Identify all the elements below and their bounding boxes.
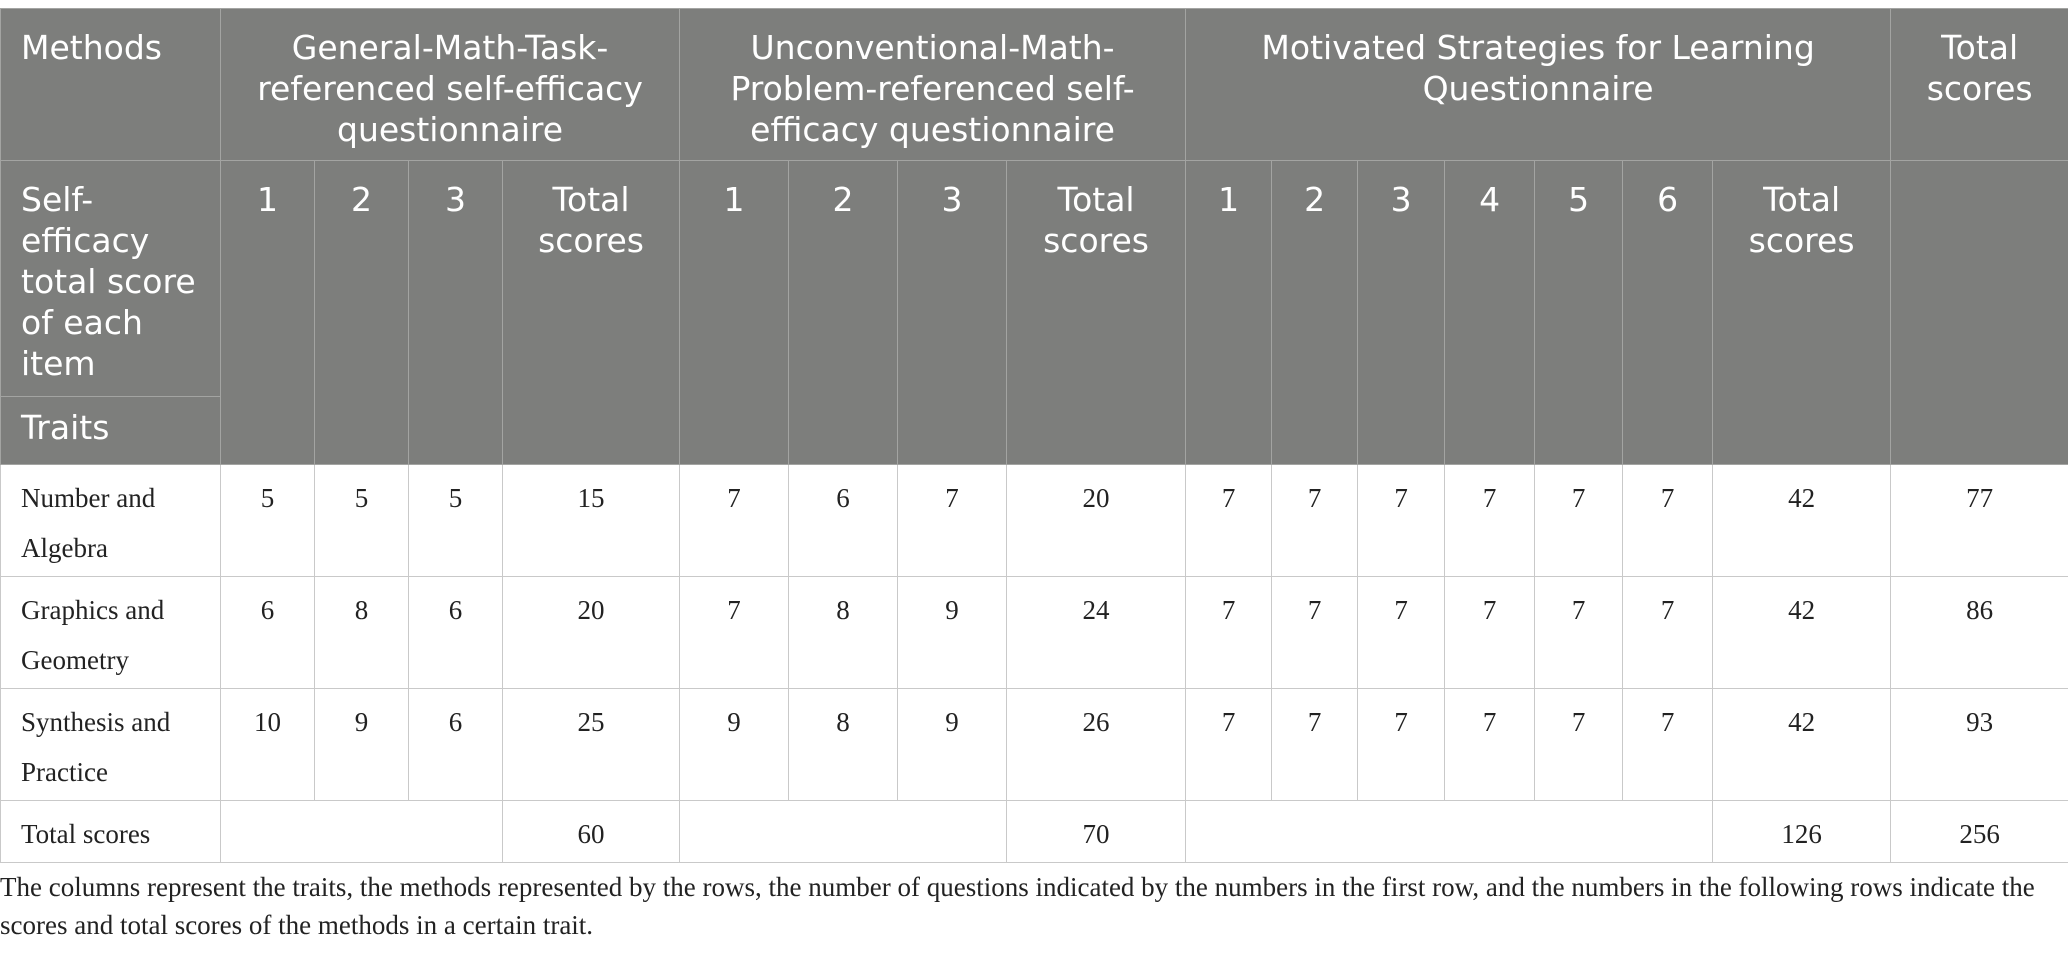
overall-total-cell: 256 [1890, 800, 2068, 863]
unconventional-total-header: Total scores [1006, 160, 1187, 465]
score-cell: 7 [1622, 464, 1714, 577]
score-cell: 9 [897, 688, 1008, 801]
score-cell: 8 [314, 576, 409, 689]
score-cell: 5 [220, 464, 315, 577]
score-cell: 77 [1890, 464, 2068, 577]
score-cell: 10 [220, 688, 315, 801]
scores-table: Methods General-Math-Task-referenced sel… [0, 8, 2068, 863]
unconventional-method-header: Unconventional-Math-Problem-referenced s… [679, 8, 1187, 161]
general-total-header: Total scores [501, 160, 681, 465]
score-cell: 5 [314, 464, 409, 577]
score-cell: 7 [1357, 576, 1446, 689]
score-cell: 7 [1444, 688, 1536, 801]
motivated-total-header: Total scores [1712, 160, 1892, 465]
header-row-traits: Traits [0, 396, 2068, 465]
score-cell: 7 [1185, 576, 1273, 689]
score-cell: 7 [1444, 576, 1536, 689]
score-cell: 7 [1271, 464, 1359, 577]
score-cell: 25 [501, 688, 681, 801]
unconventional-item-3-header: 3 [897, 160, 1008, 465]
score-cell: 7 [1534, 464, 1624, 577]
motivated-item-3-header: 3 [1357, 160, 1446, 465]
score-cell: 7 [1271, 688, 1359, 801]
score-cell: 8 [788, 688, 899, 801]
motivated-item-1-header: 1 [1185, 160, 1273, 465]
score-cell: 5 [408, 464, 503, 577]
score-cell: 7 [1534, 688, 1624, 801]
score-cell: 7 [1185, 688, 1273, 801]
table-footnote: The columns represent the traits, the me… [0, 872, 2035, 940]
methods-header: Methods [0, 8, 221, 161]
totals-row: Total scores 60 70 126 256 [0, 800, 2068, 863]
motivated-item-2-header: 2 [1271, 160, 1359, 465]
score-cell: 86 [1890, 576, 2068, 689]
score-cell: 26 [1006, 688, 1187, 801]
score-cell: 15 [501, 464, 681, 577]
score-cell: 7 [1534, 576, 1624, 689]
score-cell: 42 [1712, 688, 1892, 801]
score-cell: 7 [897, 464, 1008, 577]
score-cell: 6 [408, 576, 503, 689]
header-row-items: Self-efficacy total score of each item 1… [0, 160, 2068, 465]
score-cell: 93 [1890, 688, 2068, 801]
trait-label: Synthesis and Practice [0, 688, 221, 801]
unconventional-item-2-header: 2 [788, 160, 899, 465]
score-cell: 7 [1357, 464, 1446, 577]
traits-header: Traits [0, 396, 221, 465]
score-cell: 7 [679, 464, 790, 577]
score-cell: 9 [679, 688, 790, 801]
score-cell: 9 [314, 688, 409, 801]
motivated-total-cell: 126 [1712, 800, 1892, 863]
empty-cell [1185, 800, 1714, 863]
general-item-2-header: 2 [314, 160, 409, 465]
score-cell: 24 [1006, 576, 1187, 689]
score-cell: 7 [1622, 688, 1714, 801]
unconventional-item-1-header: 1 [679, 160, 790, 465]
row-label-header: Self-efficacy total score of each item [0, 160, 221, 397]
score-cell: 20 [1006, 464, 1187, 577]
score-cell: 9 [897, 576, 1008, 689]
trait-label: Number and Algebra [0, 464, 221, 577]
motivated-item-5-header: 5 [1534, 160, 1624, 465]
score-cell: 7 [679, 576, 790, 689]
totals-label: Total scores [0, 800, 221, 863]
score-cell: 42 [1712, 464, 1892, 577]
general-method-header: General-Math-Task-referenced self-effica… [219, 8, 681, 161]
score-cell: 7 [1185, 464, 1273, 577]
motivated-item-4-header: 4 [1444, 160, 1536, 465]
score-cell: 7 [1271, 576, 1359, 689]
motivated-method-header: Motivated Strategies for Learning Questi… [1185, 8, 1892, 161]
overall-empty-header [1890, 160, 2068, 465]
header-row-methods: Methods General-Math-Task-referenced sel… [0, 8, 2068, 161]
general-item-3-header: 3 [408, 160, 503, 465]
empty-cell [679, 800, 1008, 863]
general-item-1-header: 1 [220, 160, 315, 465]
total-scores-header: Total scores [1890, 8, 2068, 161]
table-row: Number and Algebra 5 5 5 15 7 6 7 20 7 7… [0, 464, 2068, 577]
table-row: Graphics and Geometry 6 8 6 20 7 8 9 24 … [0, 576, 2068, 689]
general-total-cell: 60 [501, 800, 681, 863]
score-cell: 6 [788, 464, 899, 577]
trait-label: Graphics and Geometry [0, 576, 221, 689]
table-row: Synthesis and Practice 10 9 6 25 9 8 9 2… [0, 688, 2068, 801]
empty-cell [220, 800, 503, 863]
motivated-item-6-header: 6 [1622, 160, 1714, 465]
score-cell: 8 [788, 576, 899, 689]
score-cell: 7 [1357, 688, 1446, 801]
score-cell: 7 [1444, 464, 1536, 577]
score-cell: 42 [1712, 576, 1892, 689]
score-cell: 6 [220, 576, 315, 689]
unconventional-total-cell: 70 [1006, 800, 1187, 863]
score-cell: 6 [408, 688, 503, 801]
score-cell: 7 [1622, 576, 1714, 689]
score-cell: 20 [501, 576, 681, 689]
